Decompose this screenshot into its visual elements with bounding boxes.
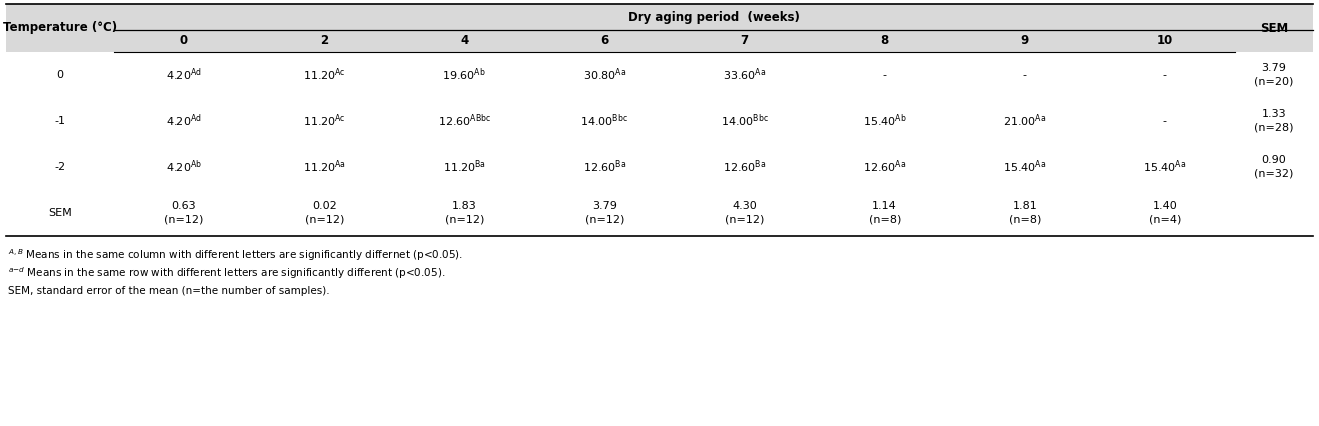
Text: $\mathregular{21.00}^{\mathregular{Aa}}$: $\mathregular{21.00}^{\mathregular{Aa}}$ — [1004, 113, 1046, 130]
Text: 1.83
(n=12): 1.83 (n=12) — [445, 201, 484, 225]
Text: $\mathregular{12.60}^{\mathregular{Ba}}$: $\mathregular{12.60}^{\mathregular{Ba}}$ — [723, 159, 766, 176]
Text: 3.79
(n=20): 3.79 (n=20) — [1254, 63, 1294, 87]
Text: $\mathregular{14.00}^{\mathregular{Bbc}}$: $\mathregular{14.00}^{\mathregular{Bbc}}… — [720, 113, 769, 130]
Text: -: - — [1163, 70, 1167, 80]
Text: 1.40
(n=4): 1.40 (n=4) — [1149, 201, 1181, 225]
Text: -: - — [882, 70, 886, 80]
Text: SEM: SEM — [1260, 21, 1289, 35]
Text: 2: 2 — [321, 35, 328, 48]
Text: -: - — [1163, 116, 1167, 126]
Text: 0.63
(n=12): 0.63 (n=12) — [165, 201, 203, 225]
Text: 4.30
(n=12): 4.30 (n=12) — [725, 201, 764, 225]
Text: $\mathregular{33.60}^{\mathregular{Aa}}$: $\mathregular{33.60}^{\mathregular{Aa}}$ — [723, 67, 766, 83]
Text: $\mathregular{11.20}^{\mathregular{Ac}}$: $\mathregular{11.20}^{\mathregular{Ac}}$ — [303, 67, 346, 83]
Text: 0.02
(n=12): 0.02 (n=12) — [305, 201, 344, 225]
Text: 1.33
(n=28): 1.33 (n=28) — [1254, 109, 1294, 133]
Text: -: - — [1022, 70, 1026, 80]
Text: $\mathregular{4.20}^{\mathregular{Ad}}$: $\mathregular{4.20}^{\mathregular{Ad}}$ — [166, 67, 202, 83]
Text: 0: 0 — [57, 70, 63, 80]
Text: $\mathregular{4.20}^{\mathregular{Ab}}$: $\mathregular{4.20}^{\mathregular{Ab}}$ — [166, 159, 202, 176]
Text: 10: 10 — [1157, 35, 1173, 48]
Bar — [7, 4, 1312, 52]
Text: $\mathregular{12.60}^{\mathregular{Ba}}$: $\mathregular{12.60}^{\mathregular{Ba}}$ — [583, 159, 627, 176]
Bar — [7, 52, 1312, 236]
Text: 3.79
(n=12): 3.79 (n=12) — [584, 201, 624, 225]
Text: 8: 8 — [881, 35, 889, 48]
Text: $\mathregular{15.40}^{\mathregular{Aa}}$: $\mathregular{15.40}^{\mathregular{Aa}}$ — [1144, 159, 1187, 176]
Text: $\mathregular{12.60}^{\mathregular{Aa}}$: $\mathregular{12.60}^{\mathregular{Aa}}$ — [863, 159, 906, 176]
Text: $\mathregular{14.00}^{\mathregular{Bbc}}$: $\mathregular{14.00}^{\mathregular{Bbc}}… — [580, 113, 628, 130]
Text: -2: -2 — [54, 162, 66, 172]
Text: $\mathregular{15.40}^{\mathregular{Ab}}$: $\mathregular{15.40}^{\mathregular{Ab}}$ — [863, 113, 906, 130]
Text: $\mathregular{11.20}^{\mathregular{Ba}}$: $\mathregular{11.20}^{\mathregular{Ba}}$ — [443, 159, 485, 176]
Text: $\mathregular{15.40}^{\mathregular{Aa}}$: $\mathregular{15.40}^{\mathregular{Aa}}$ — [1004, 159, 1046, 176]
Text: $\mathregular{12.60}^{\mathregular{ABbc}}$: $\mathregular{12.60}^{\mathregular{ABbc}… — [438, 113, 491, 130]
Text: 6: 6 — [600, 35, 608, 48]
Text: $^{a\mathrm{-}d}$ Means in the same row with different letters are significantly: $^{a\mathrm{-}d}$ Means in the same row … — [8, 265, 446, 281]
Text: -1: -1 — [54, 116, 66, 126]
Text: 7: 7 — [740, 35, 749, 48]
Text: $\mathregular{11.20}^{\mathregular{Ac}}$: $\mathregular{11.20}^{\mathregular{Ac}}$ — [303, 113, 346, 130]
Text: 1.81
(n=8): 1.81 (n=8) — [1009, 201, 1041, 225]
Text: SEM: SEM — [47, 208, 71, 218]
Text: $\mathregular{19.60}^{\mathregular{Ab}}$: $\mathregular{19.60}^{\mathregular{Ab}}$ — [442, 67, 487, 83]
Text: 4: 4 — [460, 35, 468, 48]
Text: Temperature (°C): Temperature (°C) — [3, 21, 117, 35]
Text: $^{A,B}$ Means in the same column with different letters are significantly diffe: $^{A,B}$ Means in the same column with d… — [8, 247, 463, 263]
Text: Dry aging period  (weeks): Dry aging period (weeks) — [628, 11, 799, 23]
Text: $\mathregular{11.20}^{\mathregular{Aa}}$: $\mathregular{11.20}^{\mathregular{Aa}}$ — [303, 159, 346, 176]
Text: SEM, standard error of the mean (n=the number of samples).: SEM, standard error of the mean (n=the n… — [8, 286, 330, 296]
Text: 0.90
(n=32): 0.90 (n=32) — [1254, 155, 1294, 179]
Text: 1.14
(n=8): 1.14 (n=8) — [868, 201, 901, 225]
Text: 0: 0 — [179, 35, 189, 48]
Text: $\mathregular{30.80}^{\mathregular{Aa}}$: $\mathregular{30.80}^{\mathregular{Aa}}$ — [583, 67, 627, 83]
Text: $\mathregular{4.20}^{\mathregular{Ad}}$: $\mathregular{4.20}^{\mathregular{Ad}}$ — [166, 113, 202, 130]
Text: 9: 9 — [1021, 35, 1029, 48]
